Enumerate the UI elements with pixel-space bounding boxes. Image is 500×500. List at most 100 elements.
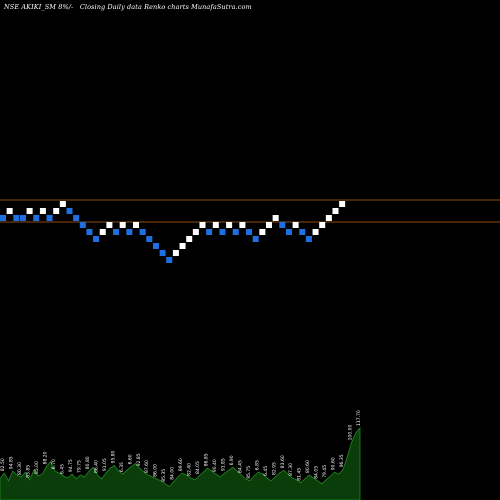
volume-label: 82.95 <box>271 462 277 475</box>
renko-brick-down <box>146 236 153 242</box>
volume-label: 85.35 <box>161 469 167 482</box>
volume-label: 96.35 <box>339 454 345 467</box>
change-suffix: /- <box>68 3 78 11</box>
renko-brick-up <box>186 236 193 242</box>
volume-label: 85.00 <box>34 461 40 474</box>
volume-label: 6.35 <box>119 462 125 472</box>
description-label: Closing Daily data Renko charts MunafaSu… <box>79 3 252 11</box>
renko-brick-up <box>319 222 326 228</box>
renko-brick-up <box>339 201 346 207</box>
volume-label: 90.60 <box>331 457 337 470</box>
renko-brick-down <box>166 257 173 263</box>
renko-brick-up <box>119 222 126 228</box>
renko-brick-up <box>99 229 106 235</box>
renko-brick-down <box>305 236 312 242</box>
volume-label: 80.60 <box>305 460 311 473</box>
volume-label: 80.80 <box>85 456 91 469</box>
change-label: 8% <box>58 3 69 11</box>
volume-label: 95.80 <box>110 450 116 463</box>
volume-label: 90.40 <box>212 459 218 472</box>
renko-brick-down <box>86 229 93 235</box>
renko-brick-up <box>266 222 272 228</box>
renko-brick-down <box>79 222 86 228</box>
renko-brick-up <box>59 201 66 207</box>
volume-label: 81.45 <box>297 468 303 481</box>
renko-bricks <box>0 201 346 263</box>
renko-brick-up <box>106 222 113 228</box>
renko-brick-down <box>93 236 100 242</box>
volume-series <box>0 426 361 500</box>
renko-brick-down <box>113 229 120 235</box>
volume-label: 84.00 <box>170 467 176 480</box>
volume-label: 89.60 <box>178 458 184 471</box>
volume-label: 86.40 <box>93 460 99 473</box>
volume-label: 84.05 <box>314 466 320 479</box>
renko-brick-up <box>172 250 179 256</box>
renko-brick-down <box>206 229 213 235</box>
volume-label: 79.45 <box>322 465 328 478</box>
renko-brick-up <box>39 208 46 214</box>
renko-brick-down <box>0 215 6 221</box>
renko-brick-down <box>246 229 253 235</box>
renko-brick-down <box>279 222 286 228</box>
volume-label: 91.05 <box>102 458 108 471</box>
renko-brick-down <box>152 243 159 249</box>
volume-label: 85.75 <box>246 466 252 479</box>
renko-brick-down <box>252 236 259 242</box>
renko-brick-down <box>285 229 292 235</box>
volume-label: 6.85 <box>254 460 260 470</box>
volume-label: 80.30 <box>17 462 23 475</box>
chart-title: NSE AKIKI_SM 8%/- Closing Daily data Ren… <box>4 3 252 11</box>
volume-label: 87.60 <box>144 460 150 473</box>
renko-brick-up <box>259 229 266 235</box>
renko-brick-down <box>139 229 146 235</box>
volume-label: 94.85 <box>9 456 15 469</box>
volume-label: 86.00 <box>153 464 159 477</box>
volume-label: 6.90 <box>229 455 235 465</box>
volume-label: 84.45 <box>237 460 243 473</box>
renko-brick-down <box>219 229 226 235</box>
renko-brick-down <box>73 215 80 221</box>
volume-label: 86.85 <box>204 453 210 466</box>
renko-brick-up <box>332 208 339 214</box>
renko-brick-down <box>66 208 73 214</box>
renko-brick-up <box>272 215 279 221</box>
renko-brick-up <box>192 229 199 235</box>
volume-label: 94.75 <box>68 459 74 472</box>
volume-label: 6.45 <box>60 464 66 474</box>
renko-brick-up <box>199 222 206 228</box>
volume-label: 79.75 <box>77 460 83 473</box>
renko-brick-up <box>26 208 33 214</box>
renko-brick-up <box>325 215 332 221</box>
volume-label: 83.60 <box>280 455 286 468</box>
renko-brick-up <box>53 208 60 214</box>
volume-label: 88.20 <box>43 451 49 464</box>
volume-label: 92.85 <box>136 453 142 466</box>
volume-label: 82.50 <box>0 458 6 471</box>
volume-label: 6.70 <box>51 459 57 469</box>
renko-brick-up <box>179 243 186 249</box>
volume-label: 91.85 <box>221 458 227 471</box>
volume-label: 84.05 <box>195 461 201 474</box>
renko-brick-down <box>19 215 26 221</box>
volume-label: 82.40 <box>187 463 193 476</box>
renko-brick-down <box>13 215 20 221</box>
volume-label: 83.85 <box>26 465 32 478</box>
renko-brick-up <box>312 229 319 235</box>
volume-area <box>0 426 361 500</box>
volume-label: 6.45 <box>263 466 269 476</box>
volume-label: 100.00 <box>348 425 354 441</box>
renko-brick-up <box>226 222 233 228</box>
renko-brick-up <box>6 208 13 214</box>
volume-label: 117.70 <box>356 410 362 426</box>
renko-brick-down <box>232 229 239 235</box>
renko-brick-down <box>299 229 306 235</box>
renko-brick-down <box>126 229 133 235</box>
renko-brick-up <box>212 222 219 228</box>
symbol-label: NSE AKIKI_SM <box>4 3 57 11</box>
renko-brick-down <box>46 215 53 221</box>
volume-label: 6.60 <box>127 454 133 464</box>
volume-label: 87.30 <box>288 463 294 476</box>
